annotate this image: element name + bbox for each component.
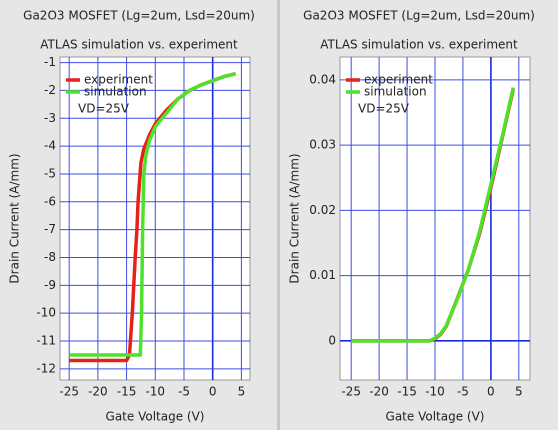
x-tick-label: -5	[457, 385, 469, 399]
y-tick-label: -4	[44, 139, 56, 153]
x-tick-label: -25	[341, 385, 361, 399]
chart-subtitle: ATLAS simulation vs. experiment	[320, 38, 518, 52]
x-tick-label: 0	[487, 385, 495, 399]
y-tick-label: 0.01	[309, 268, 336, 282]
legend-label: simulation	[84, 85, 147, 99]
x-tick-label: -10	[145, 385, 165, 399]
y-tick-label: -2	[44, 83, 56, 97]
chart-title: Ga2O3 MOSFET (Lg=2um, Lsd=20um)	[303, 9, 535, 23]
x-tick-label: -20	[88, 385, 108, 399]
legend-label: experiment	[364, 73, 433, 87]
annotation: VD=25V	[78, 102, 130, 116]
x-tick-label: 5	[238, 385, 246, 399]
x-axis-label: Gate Voltage (V)	[386, 410, 485, 424]
series-line	[69, 72, 237, 357]
y-tick-label: -10	[36, 306, 56, 320]
y-tick-label: 0.04	[309, 72, 336, 86]
y-tick-label: -7	[44, 222, 56, 236]
x-tick-label: -25	[59, 385, 79, 399]
y-tick-label: -1	[44, 55, 56, 69]
x-tick-label: -20	[369, 385, 389, 399]
y-tick-label: -12	[36, 361, 56, 375]
x-axis-label: Gate Voltage (V)	[106, 410, 205, 424]
x-tick-label: 5	[515, 385, 523, 399]
y-tick-label: -8	[44, 250, 56, 264]
y-tick-label: 0	[328, 333, 336, 347]
x-tick-label: -10	[425, 385, 445, 399]
y-tick-label: 0.02	[309, 203, 336, 217]
legend-label: experiment	[84, 73, 153, 87]
legend-label: simulation	[364, 85, 427, 99]
divider	[277, 0, 280, 430]
x-tick-label: -15	[397, 385, 417, 399]
series-line	[351, 87, 515, 343]
annotation: VD=25V	[358, 102, 410, 116]
y-tick-label: -11	[36, 334, 56, 348]
chart-subtitle: ATLAS simulation vs. experiment	[40, 38, 238, 52]
chart-title: Ga2O3 MOSFET (Lg=2um, Lsd=20um)	[23, 9, 255, 23]
x-tick-label: -15	[117, 385, 137, 399]
y-tick-label: -3	[44, 111, 56, 125]
x-tick-label: 0	[209, 385, 217, 399]
y-tick-label: -5	[44, 166, 56, 180]
y-axis-label: Drain Current (A/mm)	[8, 153, 22, 283]
y-tick-label: -9	[44, 278, 56, 292]
y-tick-label: 0.03	[309, 138, 336, 152]
x-tick-label: -5	[178, 385, 190, 399]
y-tick-label: -6	[44, 194, 56, 208]
y-axis-label: Drain Current (A/mm)	[288, 153, 302, 283]
